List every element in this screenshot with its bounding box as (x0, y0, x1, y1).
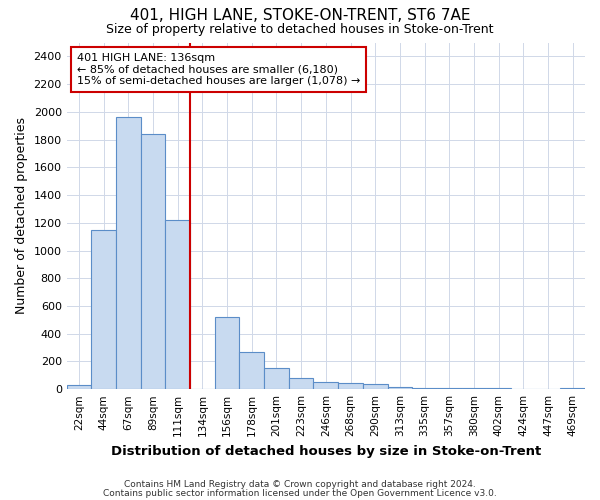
Bar (412, 388, 437, 389)
Text: Size of property relative to detached houses in Stoke-on-Trent: Size of property relative to detached ho… (106, 22, 494, 36)
Bar (91, 230, 116, 389)
Bar (486, 388, 511, 389)
Bar (461, 388, 486, 389)
Bar (388, 387, 412, 389)
Bar (116, 118, 141, 389)
Bar (166, 220, 190, 389)
Bar (264, 368, 289, 389)
Bar (141, 134, 166, 389)
Bar (289, 378, 313, 389)
X-axis label: Distribution of detached houses by size in Stoke-on-Trent: Distribution of detached houses by size … (111, 444, 541, 458)
Text: Contains HM Land Registry data © Crown copyright and database right 2024.: Contains HM Land Registry data © Crown c… (124, 480, 476, 489)
Bar (363, 384, 388, 389)
Bar (437, 388, 461, 389)
Bar (313, 382, 338, 389)
Text: 401, HIGH LANE, STOKE-ON-TRENT, ST6 7AE: 401, HIGH LANE, STOKE-ON-TRENT, ST6 7AE (130, 8, 470, 22)
Bar (239, 352, 264, 389)
Text: Contains public sector information licensed under the Open Government Licence v3: Contains public sector information licen… (103, 488, 497, 498)
Bar (338, 383, 363, 389)
Bar (215, 317, 239, 389)
Y-axis label: Number of detached properties: Number of detached properties (15, 118, 28, 314)
Bar (67, 385, 91, 389)
Bar (560, 388, 585, 389)
Text: 401 HIGH LANE: 136sqm
← 85% of detached houses are smaller (6,180)
15% of semi-d: 401 HIGH LANE: 136sqm ← 85% of detached … (77, 53, 361, 86)
